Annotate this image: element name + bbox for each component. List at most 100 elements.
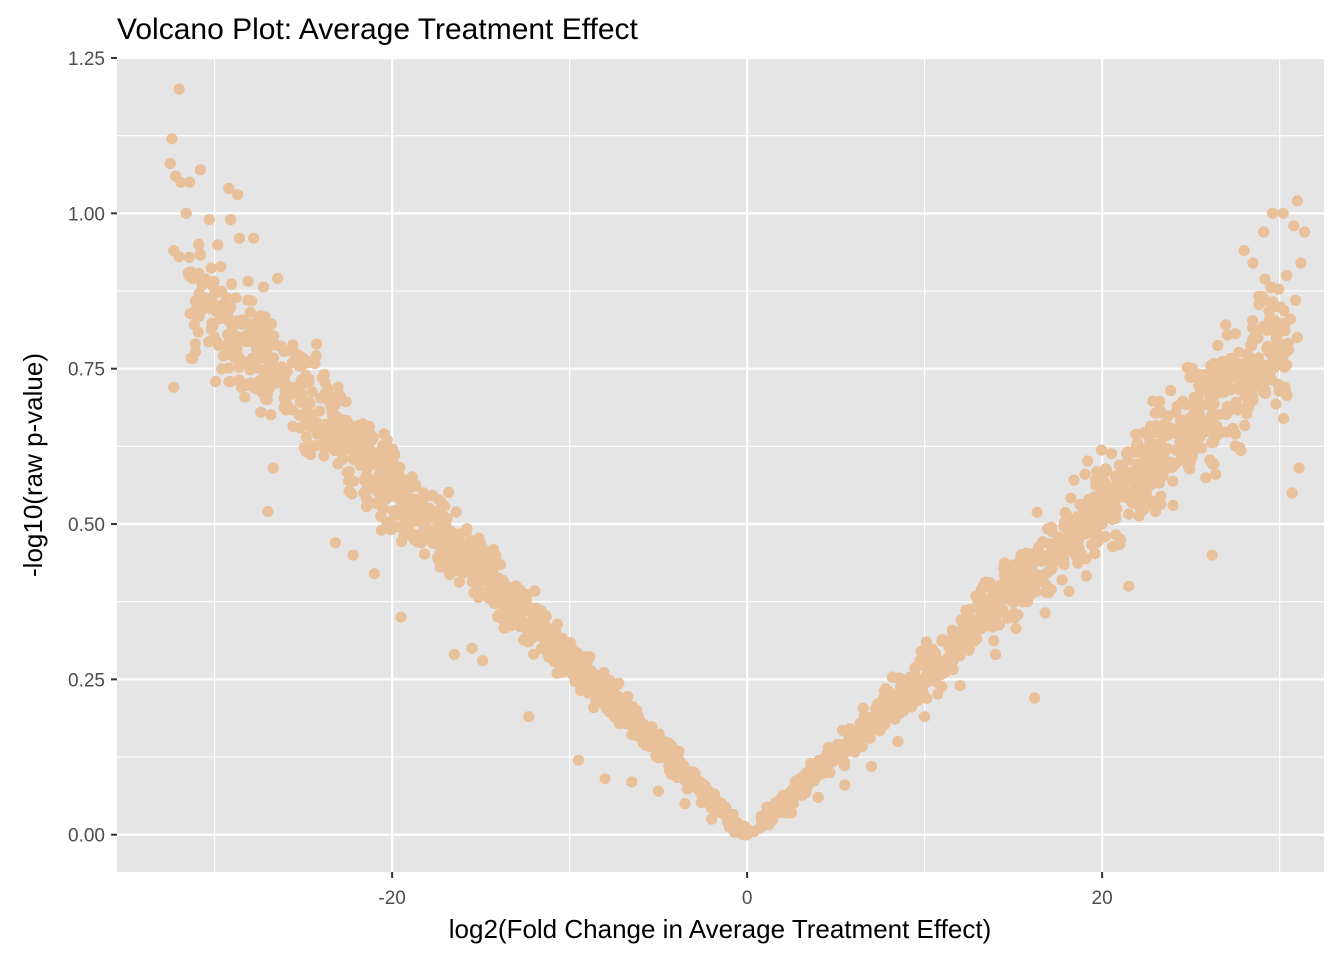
data-point	[494, 612, 506, 624]
data-point	[502, 581, 514, 593]
data-point	[409, 493, 421, 505]
data-point	[1293, 462, 1305, 474]
data-point	[581, 655, 593, 667]
data-point	[1095, 508, 1107, 521]
data-point	[1288, 220, 1300, 232]
data-point	[978, 617, 990, 629]
data-point	[444, 568, 456, 581]
data-point	[919, 711, 931, 723]
data-point	[500, 592, 512, 605]
data-point	[1082, 455, 1094, 467]
data-point	[268, 330, 280, 342]
data-point	[1229, 363, 1241, 375]
data-point	[448, 648, 460, 661]
data-point	[637, 733, 649, 746]
data-point	[1206, 419, 1218, 431]
data-point	[1061, 540, 1073, 552]
data-point	[529, 608, 541, 620]
data-point	[254, 328, 266, 340]
data-point	[450, 506, 462, 518]
data-point	[1155, 490, 1167, 502]
data-point	[1110, 529, 1122, 541]
data-point	[522, 625, 534, 637]
data-point	[1265, 282, 1277, 294]
data-point	[375, 524, 388, 536]
data-point	[488, 560, 500, 572]
data-point	[812, 791, 824, 804]
data-point	[935, 669, 947, 681]
data-point	[1117, 469, 1130, 481]
data-point	[460, 526, 472, 538]
data-point	[1180, 399, 1192, 411]
data-point	[679, 798, 691, 810]
data-point	[1019, 564, 1031, 576]
data-point	[764, 805, 776, 817]
data-point	[1139, 448, 1151, 460]
data-point	[599, 773, 611, 785]
data-point	[1080, 570, 1092, 582]
data-point	[360, 469, 372, 481]
data-point	[252, 313, 264, 325]
data-point	[880, 709, 892, 721]
data-point	[1263, 368, 1275, 381]
data-point	[366, 434, 378, 446]
data-point	[593, 694, 605, 707]
data-point	[453, 576, 465, 588]
data-point	[244, 364, 256, 376]
data-point	[688, 777, 700, 790]
data-point	[817, 763, 829, 775]
data-point	[1095, 444, 1108, 456]
data-point	[523, 711, 535, 723]
data-point	[280, 404, 292, 416]
data-point	[1107, 540, 1119, 553]
data-point	[833, 742, 846, 754]
data-point	[663, 749, 675, 761]
data-point	[870, 724, 882, 736]
y-tick-label: 0.75	[68, 360, 105, 381]
data-point	[259, 393, 271, 405]
data-point	[164, 158, 176, 170]
data-point	[1247, 257, 1259, 269]
data-point	[289, 381, 301, 393]
data-point	[951, 630, 963, 643]
data-point	[1218, 356, 1230, 368]
data-point	[1237, 375, 1250, 387]
data-point	[1184, 416, 1196, 428]
data-point	[326, 406, 338, 418]
data-point	[466, 559, 478, 571]
data-point	[331, 418, 343, 430]
data-point	[258, 349, 270, 361]
data-point	[193, 287, 205, 299]
data-point	[895, 681, 907, 693]
data-point	[225, 214, 237, 226]
data-point	[222, 309, 234, 321]
data-point	[232, 189, 244, 201]
data-point	[452, 529, 464, 542]
data-point	[916, 659, 928, 671]
data-point	[223, 362, 235, 374]
data-point	[474, 537, 486, 549]
data-point	[231, 343, 243, 355]
data-point	[385, 524, 397, 536]
data-point	[994, 602, 1006, 615]
y-tick-label: 0.25	[68, 670, 105, 691]
data-point	[1174, 415, 1186, 427]
data-point	[233, 232, 246, 244]
data-point	[184, 308, 196, 320]
data-point	[1029, 692, 1041, 704]
data-point	[551, 667, 563, 679]
data-point	[346, 488, 358, 500]
data-point	[599, 674, 611, 686]
data-point	[320, 418, 332, 430]
x-axis-title: log2(Fold Change in Average Treatment Ef…	[449, 914, 991, 944]
data-point	[922, 649, 934, 662]
data-point	[563, 639, 575, 651]
data-points	[164, 83, 1311, 841]
data-point	[410, 503, 422, 515]
data-point	[310, 439, 323, 451]
data-point	[1152, 438, 1164, 450]
data-point	[1238, 245, 1250, 257]
data-point	[410, 479, 422, 491]
data-point	[182, 267, 194, 279]
data-point	[242, 275, 254, 287]
